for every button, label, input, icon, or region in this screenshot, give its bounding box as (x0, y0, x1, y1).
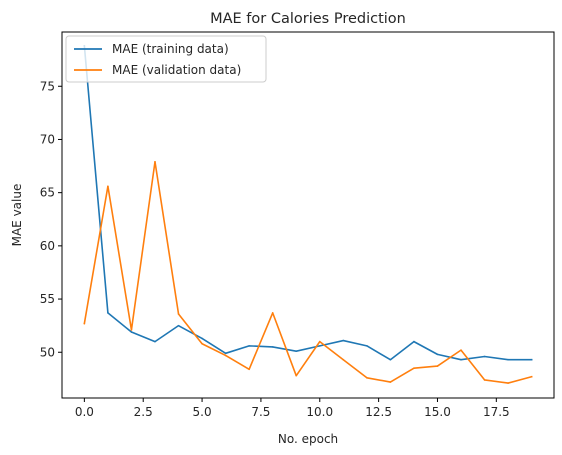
series-0-point (201, 337, 203, 340)
x-axis-title: No. epoch (278, 432, 338, 446)
y-tick-label: 50 (40, 345, 55, 359)
series-1-point (130, 329, 133, 331)
y-tick-label: 55 (40, 292, 55, 306)
series-0-point (436, 353, 439, 356)
legend-box (65, 35, 267, 83)
x-tick-label: 17.5 (483, 405, 510, 419)
series-0-point (342, 339, 345, 342)
series-0-point (318, 345, 321, 347)
series-0-point (295, 350, 298, 352)
x-axis: 0.0 2.5 5.0 7.5 10.0 12.5 15.0 17.5 (75, 398, 510, 419)
series-0-point (507, 358, 509, 361)
series-1-point (342, 358, 345, 361)
series-1-point (483, 379, 486, 381)
series-0-point (107, 312, 109, 314)
series-1-point (83, 322, 86, 325)
series-line-0 (83, 44, 533, 361)
legend-label-0: MAE (training data) (112, 42, 229, 56)
series-1-point (530, 375, 533, 378)
series-0-point (130, 331, 133, 333)
y-tick-label: 65 (40, 186, 55, 200)
series-1-point (460, 349, 462, 351)
series-1-point (201, 342, 203, 345)
series-0-point (224, 352, 227, 355)
series-1-point (177, 313, 180, 315)
series-0-point (460, 358, 462, 361)
series-1-point (107, 185, 109, 188)
x-tick-label: 10.0 (306, 405, 333, 419)
y-tick-label: 70 (40, 132, 55, 146)
x-tick-label: 2.5 (134, 405, 153, 419)
series-line-1 (83, 161, 533, 384)
series-layer (83, 44, 533, 384)
chart-title: MAE for Calories Prediction (210, 11, 406, 27)
series-1-point (389, 381, 392, 383)
series-1-point (224, 354, 227, 357)
series-1-point (413, 367, 415, 370)
series-1-point (248, 368, 250, 371)
series-0-point (154, 340, 156, 343)
y-tick-label: 60 (40, 239, 55, 253)
series-1-point (295, 374, 298, 377)
series-1-point (507, 382, 509, 384)
x-tick-label: 7.5 (251, 405, 270, 419)
series-0-point (177, 324, 180, 327)
series-0-point (389, 358, 392, 361)
y-axis-title: MAE value (10, 184, 24, 247)
legend: MAE (training data) MAE (validation data) (65, 35, 267, 83)
series-0-point (248, 345, 250, 347)
series-1-point (436, 365, 439, 367)
series-0-point (483, 355, 486, 358)
x-tick-label: 15.0 (424, 405, 451, 419)
series-1-point (318, 340, 321, 343)
y-axis: 50 55 60 65 70 75 (40, 79, 62, 359)
series-1-point (154, 161, 156, 163)
legend-label-1: MAE (validation data) (112, 63, 241, 77)
x-tick-label: 0.0 (75, 405, 94, 419)
series-1-point (271, 312, 274, 314)
series-0-point (271, 346, 274, 348)
x-tick-label: 12.5 (365, 405, 392, 419)
series-0-point (413, 340, 415, 343)
series-0-point (366, 345, 368, 347)
series-0-point (530, 358, 533, 361)
plot-frame (61, 31, 555, 399)
x-tick-label: 5.0 (193, 405, 212, 419)
series-1-point (366, 376, 368, 379)
y-tick-label: 75 (40, 79, 55, 93)
